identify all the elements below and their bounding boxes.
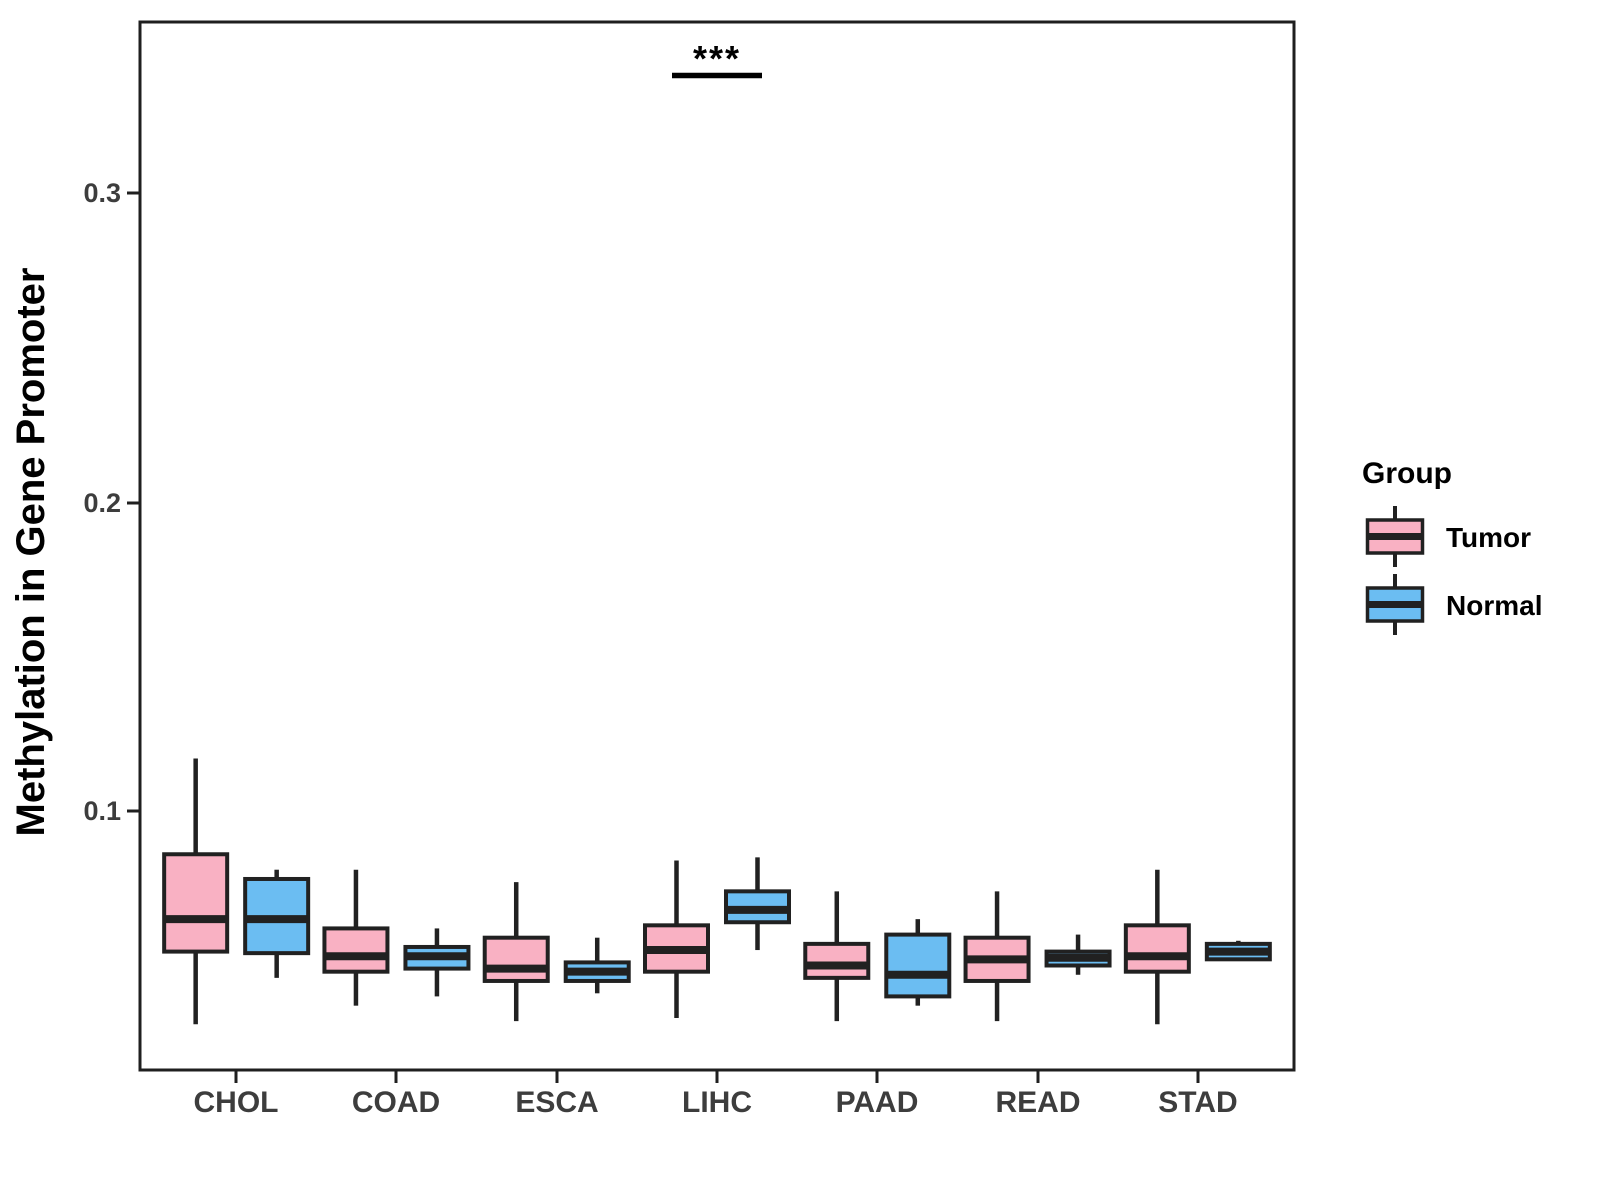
x-tick-label: LIHC — [682, 1086, 752, 1119]
legend-label-normal: Normal — [1446, 590, 1542, 621]
significance-stars: *** — [693, 38, 741, 79]
legend-label-tumor: Tumor — [1446, 522, 1531, 553]
significance-annotation: *** — [672, 38, 762, 79]
x-tick-label: CHOL — [194, 1086, 279, 1119]
y-axis: 0.1 0.2 0.3 Methylation in Gene Promoter — [9, 178, 140, 836]
x-tick-label: PAAD — [836, 1086, 919, 1119]
x-tick-label: STAD — [1158, 1086, 1237, 1119]
y-tick-label: 0.1 — [83, 796, 121, 826]
y-tick-label: 0.3 — [83, 178, 121, 208]
legend-title: Group — [1362, 457, 1452, 490]
boxplot-series-group — [162, 758, 1272, 1025]
box-Tumor-ESCA — [482, 935, 550, 983]
x-axis: CHOL COAD ESCA LIHC PAAD READ STAD — [194, 1070, 1238, 1119]
x-tick-label: ESCA — [515, 1086, 598, 1119]
legend-key-normal: Normal — [1365, 574, 1542, 635]
x-tick-label: READ — [995, 1086, 1080, 1119]
box-Tumor-COAD — [322, 926, 390, 974]
plot-panel — [138, 20, 1296, 1072]
box-Tumor-CHOL — [162, 852, 230, 954]
box-Tumor-STAD — [1123, 923, 1191, 974]
box-Tumor-PAAD — [803, 941, 871, 980]
y-axis-title: Methylation in Gene Promoter — [9, 268, 53, 837]
y-tick-label: 0.2 — [83, 488, 121, 518]
legend-key-tumor: Tumor — [1365, 506, 1531, 567]
x-tick-label: COAD — [352, 1086, 440, 1119]
box-Normal-PAAD — [884, 932, 952, 999]
legend: Group Tumor Normal — [1362, 457, 1542, 635]
